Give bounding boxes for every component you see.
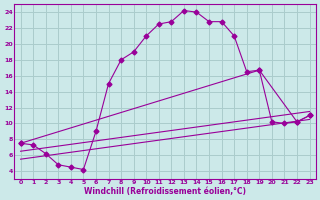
- X-axis label: Windchill (Refroidissement éolien,°C): Windchill (Refroidissement éolien,°C): [84, 187, 246, 196]
